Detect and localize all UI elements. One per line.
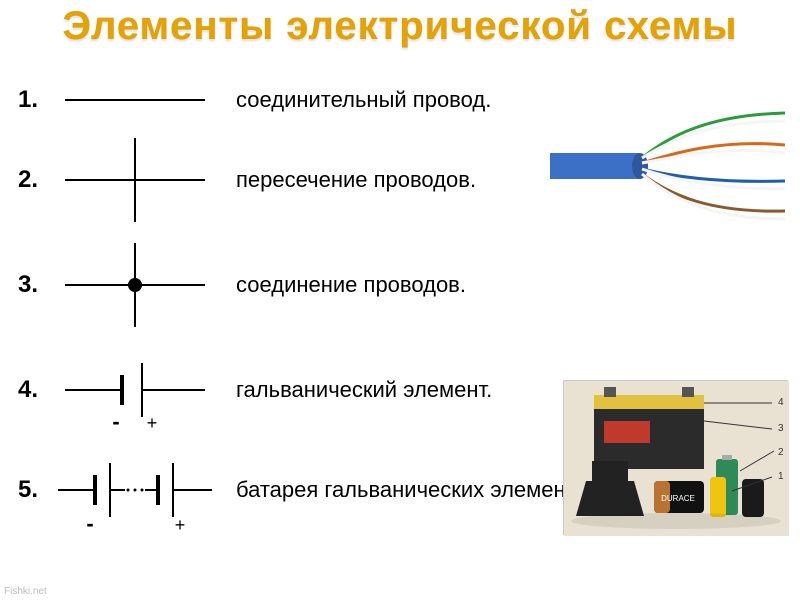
cell-icon: - + bbox=[40, 345, 230, 435]
row-4-number: 4. bbox=[0, 376, 40, 404]
row-2-symbol bbox=[40, 135, 230, 225]
row-2-number: 2. bbox=[0, 166, 40, 194]
row-3: 3. соединение проводов. bbox=[0, 230, 800, 340]
row-5-label: батарея гальванических элементов. bbox=[230, 477, 606, 503]
row-3-number: 3. bbox=[0, 271, 40, 299]
junction-icon bbox=[40, 240, 230, 330]
row-5-number: 5. bbox=[0, 476, 40, 504]
row-1-number: 1. bbox=[0, 86, 40, 114]
row-4-symbol: - + bbox=[40, 345, 230, 435]
cable-illustration bbox=[550, 95, 790, 235]
plus-label: + bbox=[175, 515, 186, 535]
plus-label: + bbox=[147, 413, 158, 433]
page-title: Элементы электрической схемы bbox=[0, 0, 800, 46]
row-5-symbol: - + bbox=[40, 445, 230, 535]
cross-icon bbox=[40, 135, 230, 225]
svg-text:1: 1 bbox=[778, 471, 784, 482]
battery-icon: - + bbox=[40, 445, 230, 535]
row-3-label: соединение проводов. bbox=[230, 272, 466, 298]
svg-text:3: 3 bbox=[778, 423, 784, 434]
batteries-illustration: DURACE 4 3 2 1 bbox=[564, 381, 789, 536]
minus-label: - bbox=[112, 409, 119, 434]
svg-text:2: 2 bbox=[778, 447, 784, 458]
svg-text:DURACE: DURACE bbox=[661, 494, 695, 503]
photo-batteries: DURACE 4 3 2 1 bbox=[563, 380, 788, 535]
minus-label: - bbox=[86, 511, 93, 535]
row-2-label: пересечение проводов. bbox=[230, 167, 476, 193]
row-4-label: гальванический элемент. bbox=[230, 377, 492, 403]
photo-cable bbox=[550, 95, 790, 235]
row-1-label: соединительный провод. bbox=[230, 87, 491, 113]
row-3-symbol bbox=[40, 240, 230, 330]
svg-text:4: 4 bbox=[778, 397, 784, 408]
watermark: Fishki.net bbox=[4, 586, 47, 597]
